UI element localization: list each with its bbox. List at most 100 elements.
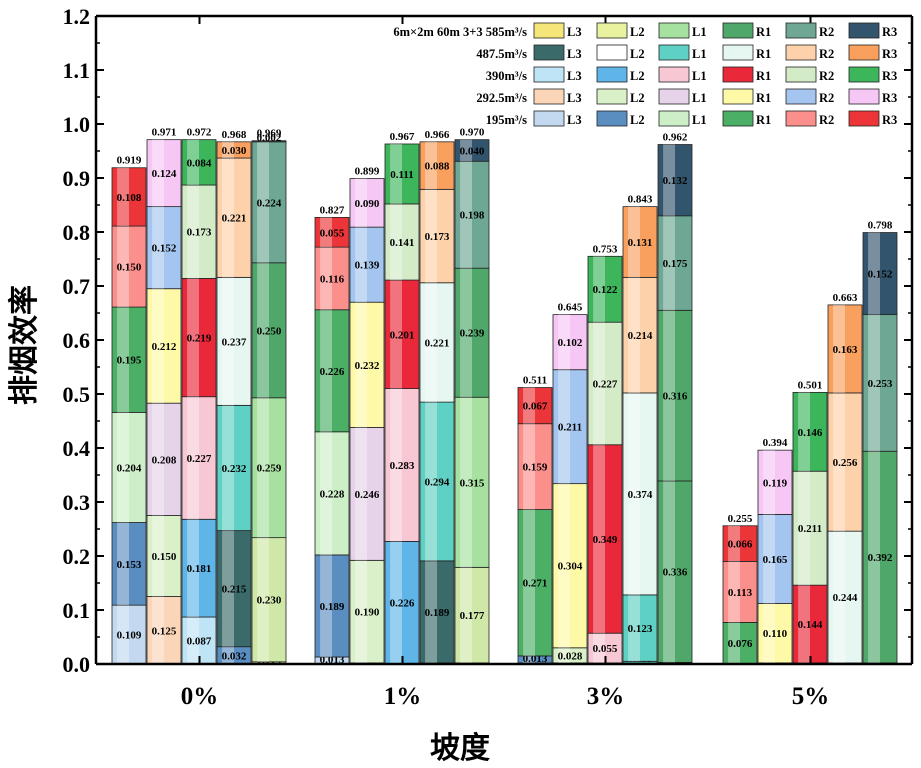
legend-shaft-label: R3	[882, 113, 897, 127]
bar-segment	[181, 278, 217, 398]
bar-segment-highlight	[257, 141, 269, 263]
legend-swatch	[596, 22, 628, 39]
bar-segment-highlight	[390, 388, 402, 542]
bar-segment	[251, 397, 287, 539]
bar-segment	[792, 470, 828, 586]
segment-value-label: 0.150	[152, 551, 177, 563]
bar-segment-highlight	[628, 392, 640, 595]
legend-swatch	[848, 88, 880, 105]
bar-segment	[722, 525, 758, 562]
bar-segment-highlight	[728, 622, 740, 664]
segment-value-label: 0.144	[798, 619, 823, 631]
bar-segment-highlight	[425, 282, 437, 403]
segment-value-label: 0.165	[763, 554, 788, 566]
legend-shaft-label: L1	[692, 47, 707, 61]
bar-total-label: 0.966	[425, 129, 450, 141]
segment-value-label: 0.392	[868, 552, 893, 564]
legend-swatch	[658, 88, 690, 105]
bar-segment-highlight	[593, 444, 605, 634]
bar-segment-highlight	[460, 567, 472, 663]
y-tick-label: 0.6	[63, 328, 91, 353]
y-tick-label: 0.7	[63, 274, 91, 299]
bar-segment-highlight	[187, 139, 199, 186]
segment-value-label: 0.212	[152, 341, 177, 353]
bar-segment	[657, 215, 693, 311]
bar-segment-highlight	[117, 412, 129, 523]
segment-value-label: 0.040	[460, 145, 485, 157]
segment-value-label: 0.032	[222, 650, 247, 662]
legend-shaft-label: L3	[567, 25, 582, 39]
bar-total-label: 0.962	[663, 132, 688, 144]
bar-segment	[792, 391, 828, 472]
bar-segment-highlight	[320, 217, 332, 248]
y-tick-label: 0.4	[63, 436, 91, 461]
segment-value-label: 0.189	[320, 601, 345, 613]
bar-segment-highlight	[222, 405, 234, 531]
bar-segment	[622, 206, 658, 278]
bar-segment	[454, 566, 490, 664]
legend-swatch	[785, 22, 817, 39]
legend-shaft-label: L1	[692, 113, 707, 127]
bar-segment	[517, 509, 553, 657]
segment-value-label: 0.253	[868, 378, 893, 390]
plot-bars: 0.109 0.153 0.204 0.195 0.150 0.108 0.919 0.125…	[111, 127, 898, 666]
segment-value-label: 0.150	[117, 262, 142, 274]
y-tick-label: 0.9	[63, 166, 91, 191]
bar-total-label: 0.394	[763, 437, 788, 449]
legend-shaft-label: L1	[692, 91, 707, 105]
bar-segment	[419, 141, 455, 190]
segment-value-label: 0.227	[187, 453, 212, 465]
x-category-label: 5%	[792, 683, 830, 710]
legend-shaft-label: L1	[692, 69, 707, 83]
segment-value-label: 0.215	[222, 584, 247, 596]
segment-value-label: 0.336	[663, 567, 688, 579]
segment-value-label: 0.152	[868, 269, 893, 281]
bar-segment-highlight	[868, 314, 880, 452]
segment-value-label: 0.211	[798, 523, 822, 535]
legend-swatch	[848, 44, 880, 61]
bar-segment	[827, 392, 863, 532]
bar-segment-highlight	[833, 392, 845, 532]
legend-shaft-label: R1	[756, 91, 771, 105]
y-tick-label: 0.0	[63, 652, 91, 677]
bar-segment	[517, 423, 553, 510]
bar-segment	[657, 309, 693, 482]
bar-segment-highlight	[390, 143, 402, 204]
bar-segment	[517, 387, 553, 425]
bar-segment-highlight	[593, 256, 605, 323]
bar-segment-highlight	[187, 278, 199, 397]
legend-swatch	[533, 66, 565, 83]
legend-swatch	[848, 66, 880, 83]
bar-segment	[314, 246, 350, 311]
bar-segment-highlight	[320, 656, 332, 664]
segment-value-label: 0.304	[558, 561, 583, 573]
bar-segment-highlight	[868, 451, 880, 663]
segment-value-label: 0.159	[523, 462, 548, 474]
bar-segment-highlight	[628, 594, 640, 662]
bar-segment-highlight	[222, 530, 234, 647]
bar-segment-highlight	[663, 215, 675, 311]
bar-segment	[419, 188, 455, 284]
legend-shaft-label: R3	[882, 25, 897, 39]
bar-total-label: 0.827	[320, 204, 345, 216]
legend-swatch	[848, 22, 880, 39]
x-category-label: 3%	[587, 683, 625, 710]
bar-total-label: 0.255	[728, 513, 753, 525]
segment-value-label: 0.116	[320, 273, 345, 285]
bar-segment	[111, 225, 147, 308]
segment-value-label: 0.108	[117, 192, 142, 204]
bar-segment-highlight	[152, 288, 164, 404]
segment-value-label: 0.214	[628, 330, 653, 342]
bar-segment-highlight	[728, 561, 740, 623]
bar-segment-highlight	[425, 189, 437, 283]
bar-segment-highlight	[523, 509, 535, 656]
bar-segment	[349, 427, 385, 561]
y-tick-label: 1.2	[63, 4, 91, 29]
bar-total-label: 0.972	[187, 127, 212, 139]
segment-value-label: 0.084	[187, 157, 212, 169]
legend-row-label: 195m³/s	[486, 113, 527, 127]
legend-shaft-label: L3	[567, 69, 582, 83]
segment-value-label: 0.110	[763, 628, 788, 640]
bar-segment-highlight	[187, 185, 199, 279]
bar-segment	[349, 301, 385, 428]
